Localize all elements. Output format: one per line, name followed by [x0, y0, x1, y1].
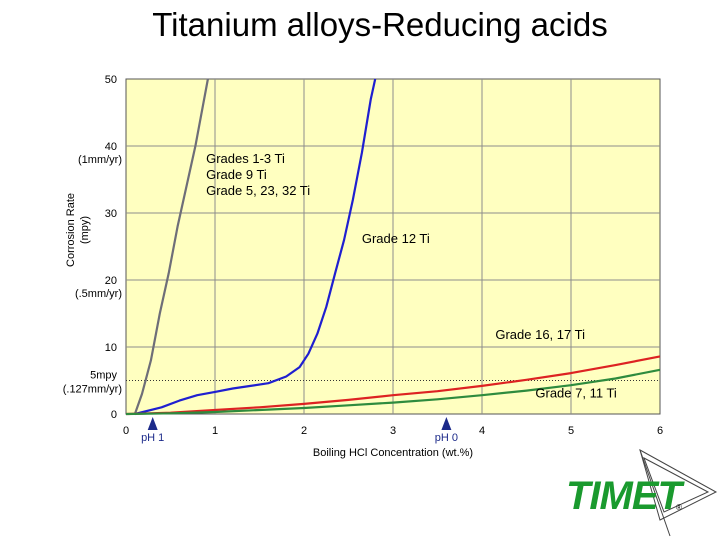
- y-extra-sublabel: (.127mm/yr): [63, 384, 122, 396]
- ph-marker-arrow: [441, 417, 452, 430]
- x-tick-label: 2: [301, 425, 307, 437]
- x-tick-label: 3: [390, 425, 396, 437]
- series-annotation: Grade 7, 11 Ti: [535, 385, 617, 400]
- x-tick-label: 4: [479, 425, 485, 437]
- y-tick-label: 0: [111, 409, 117, 421]
- x-tick-label: 5: [568, 425, 574, 437]
- y-tick-sublabel: (.5mm/yr): [75, 288, 122, 300]
- y-tick-label: 20: [105, 275, 117, 287]
- x-tick-label: 1: [212, 425, 218, 437]
- series-annotation: Grade 12 Ti: [362, 231, 430, 246]
- y-tick-label: 50: [105, 74, 117, 86]
- page-title: Titanium alloys-Reducing acids: [152, 6, 608, 43]
- series-annotation: Grades 1-3 Ti: [206, 151, 285, 166]
- timet-logo-mark: [639, 448, 718, 537]
- y-tick-label: 10: [105, 342, 117, 354]
- series-group: [125, 78, 661, 416]
- ph-marker-label: pH 0: [435, 432, 458, 444]
- series-annotation: Grade 5, 23, 32 Ti: [206, 183, 310, 198]
- grid: [126, 79, 660, 414]
- x-tick-labels: 0 1 2 3 4 5 6: [123, 425, 663, 437]
- ph-marker-label: pH 1: [141, 432, 164, 444]
- y-extra-label: 5mpy: [90, 370, 117, 382]
- timet-logo: TIMET: [566, 474, 682, 518]
- x-tick-label: 0: [123, 425, 129, 437]
- y-tick-label: 30: [105, 208, 117, 220]
- y-tick-sublabel: (1mm/yr): [78, 154, 122, 166]
- series-line-3: [125, 355, 661, 416]
- series-line-4: [125, 368, 661, 416]
- series-line-1: [133, 78, 209, 415]
- ph-markers: pH 1 pH 0: [141, 417, 458, 444]
- x-axis-title: Boiling HCl Concentration (wt.%): [313, 447, 473, 459]
- series-annotation: Grade 9 Ti: [206, 167, 267, 182]
- series-annotation: Grade 16, 17 Ti: [495, 327, 585, 342]
- y-axis-title: Corrosion Rate (mpy): [65, 193, 91, 267]
- x-tick-label: 6: [657, 425, 663, 437]
- ph-marker-arrow: [147, 417, 158, 430]
- registered-mark: ®: [676, 503, 682, 512]
- y-tick-labels: 0 10 20(.5mm/yr) 30 40(1mm/yr) 50 5mpy (.127mm/…: [63, 74, 122, 421]
- y-tick-label: 40: [105, 141, 117, 153]
- series-line-2: [134, 78, 377, 416]
